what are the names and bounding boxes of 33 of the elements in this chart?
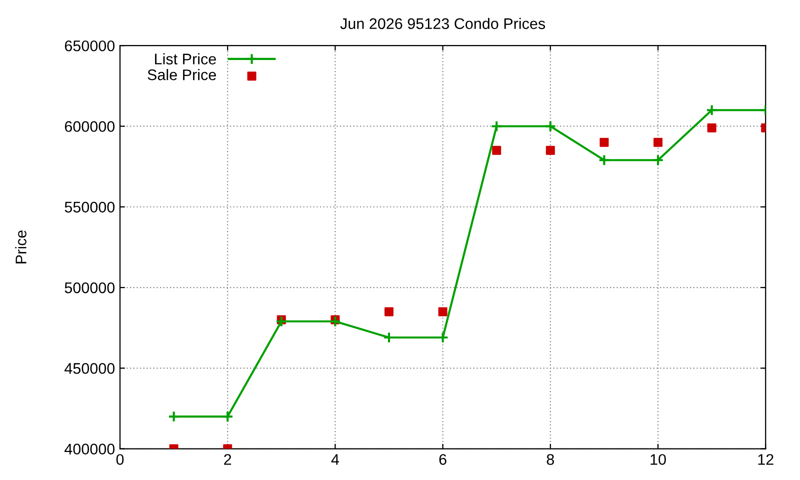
y-tick-label: 450000 [64,363,115,374]
point [706,104,718,116]
point [168,410,180,422]
x-tick-label: 4 [331,454,339,465]
point [707,123,716,132]
x-tick-label: 6 [439,454,446,465]
point [544,120,556,132]
point [275,315,288,328]
point [546,146,555,155]
point [652,154,664,166]
y-tick-label: 500000 [64,282,115,294]
point [384,307,394,316]
y-tick-label: 600000 [64,121,115,132]
point [600,138,609,147]
x-tick-label: 2 [224,454,232,465]
x-tick-label: 0 [116,454,124,465]
y-axis-title: Price [15,230,26,264]
y-tick-label: 400000 [64,444,115,454]
x-tick-label: 10 [650,454,666,465]
chart-title: Jun 2026 95123 Condo Prices [340,18,546,30]
legend-label: Sale Price [148,69,216,80]
point [654,138,662,147]
point [438,307,448,316]
point [598,154,610,166]
x-tick-label: 12 [758,454,774,465]
point [222,410,234,422]
y-tick-label: 650000 [64,40,115,52]
x-tick-label: 8 [546,454,554,465]
legend-label: List Price [155,53,216,64]
point [490,120,503,132]
point [492,146,502,155]
y-tick-label: 550000 [64,202,115,213]
point [329,315,342,328]
